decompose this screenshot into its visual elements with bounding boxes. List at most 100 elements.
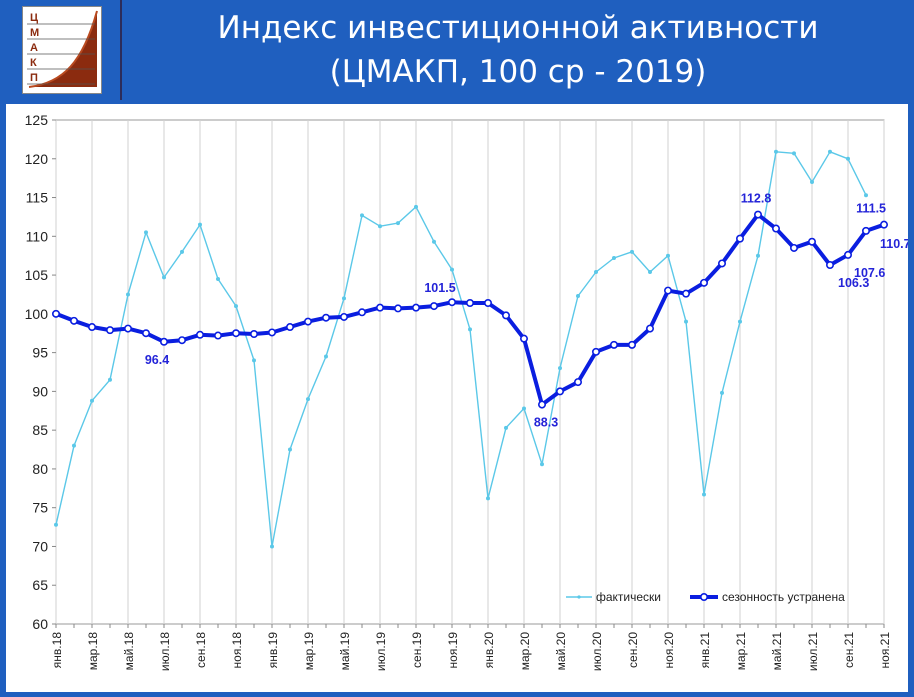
y-axis: 60 65 70 75 80 85 90 95 100 105 110 115 120 125: [25, 112, 56, 632]
data-point: [267, 328, 276, 337]
data-point: [843, 250, 852, 259]
data-point: [178, 336, 187, 345]
data-point: [232, 329, 241, 338]
data-point: [233, 304, 238, 309]
data-point: [269, 544, 274, 549]
title-line-2: (ЦМАКП, 100 ср - 2019): [329, 54, 707, 90]
legend-label: фактически: [596, 590, 661, 604]
x-tick-label: июл.18: [158, 632, 172, 671]
data-point: [717, 259, 726, 268]
data-point: [467, 327, 472, 332]
data-point: [395, 221, 400, 226]
y-tick-label: 80: [32, 461, 48, 477]
data-label: 112.8: [741, 192, 772, 206]
y-tick-label: 85: [32, 422, 48, 438]
x-tick-label: май.20: [554, 632, 568, 671]
data-point: [305, 397, 310, 402]
data-point: [108, 377, 113, 382]
data-point: [810, 180, 815, 185]
y-tick-label: 105: [25, 267, 49, 283]
x-tick-label: ноя.21: [878, 632, 892, 669]
data-point: [648, 269, 653, 274]
data-point: [54, 522, 59, 527]
data-point: [501, 311, 510, 320]
y-tick-label: 65: [32, 577, 48, 593]
data-point: [735, 234, 744, 243]
data-point: [323, 354, 328, 359]
data-point: [861, 226, 870, 235]
data-point: [215, 276, 220, 281]
data-point: [594, 269, 599, 274]
data-point: [684, 319, 689, 324]
data-label: 88.3: [534, 416, 558, 430]
data-point: [287, 447, 292, 452]
data-label: 101.5: [424, 281, 455, 295]
data-point: [828, 149, 833, 154]
data-point: [124, 324, 133, 333]
data-point: [702, 492, 707, 497]
data-point: [143, 230, 148, 235]
x-tick-label: янв.21: [698, 632, 712, 669]
data-point: [429, 302, 438, 311]
data-point: [503, 425, 508, 430]
data-point: [51, 309, 60, 318]
data-point: [485, 496, 490, 501]
x-axis: янв.18 мар.18 май.18 июл.18 сен.18 ноя.18 янв.…: [50, 624, 892, 671]
series-line: [55, 151, 867, 548]
x-tick-label: сен.20: [626, 632, 640, 668]
data-point: [357, 308, 366, 317]
data-point: [72, 443, 77, 448]
data-label: 107.6: [854, 266, 885, 280]
data-point: [630, 249, 635, 254]
data-point: [771, 224, 780, 233]
data-point: [126, 292, 131, 297]
data-point: [393, 304, 402, 313]
x-tick-label: янв.19: [266, 632, 280, 669]
data-point: [612, 256, 617, 261]
data-point: [609, 340, 618, 349]
data-point: [825, 260, 834, 269]
data-point: [681, 289, 690, 298]
y-tick-label: 75: [32, 500, 48, 516]
data-point: [627, 340, 636, 349]
data-point: [792, 151, 797, 156]
data-point: [519, 334, 528, 343]
x-tick-label: сен.21: [842, 632, 856, 668]
logo-letter: К: [30, 57, 37, 69]
legend: фактически сезонность устранена: [566, 590, 845, 604]
data-label: 111.5: [856, 202, 886, 216]
data-point: [106, 326, 115, 335]
data-point: [88, 323, 97, 332]
data-point: [789, 243, 798, 252]
data-point: [196, 330, 205, 339]
page-title: Индекс инвестиционной активности (ЦМАКП,…: [122, 6, 914, 94]
data-point: [663, 286, 672, 295]
data-point: [522, 406, 527, 411]
data-point: [321, 313, 330, 322]
data-point: [90, 398, 95, 403]
data-point: [431, 239, 436, 244]
data-point: [449, 267, 454, 272]
data-point: [160, 337, 169, 346]
data-point: [339, 312, 348, 321]
data-point: [251, 358, 256, 363]
x-tick-label: июл.19: [374, 632, 388, 671]
data-point: [666, 253, 671, 258]
data-point: [846, 156, 851, 161]
data-point: [699, 278, 708, 287]
data-point: [558, 366, 563, 371]
data-label: 110.7: [880, 237, 908, 251]
x-tick-label: май.21: [770, 632, 784, 671]
data-point: [573, 378, 582, 387]
legend-marker: [699, 592, 708, 601]
series-0: [54, 149, 869, 549]
data-point: [540, 462, 545, 467]
x-tick-label: мар.18: [86, 632, 100, 671]
data-point: [70, 316, 79, 325]
data-point: [807, 237, 816, 246]
data-point: [591, 347, 600, 356]
data-point: [214, 331, 223, 340]
x-tick-label: май.18: [122, 632, 136, 671]
data-point: [774, 149, 779, 154]
